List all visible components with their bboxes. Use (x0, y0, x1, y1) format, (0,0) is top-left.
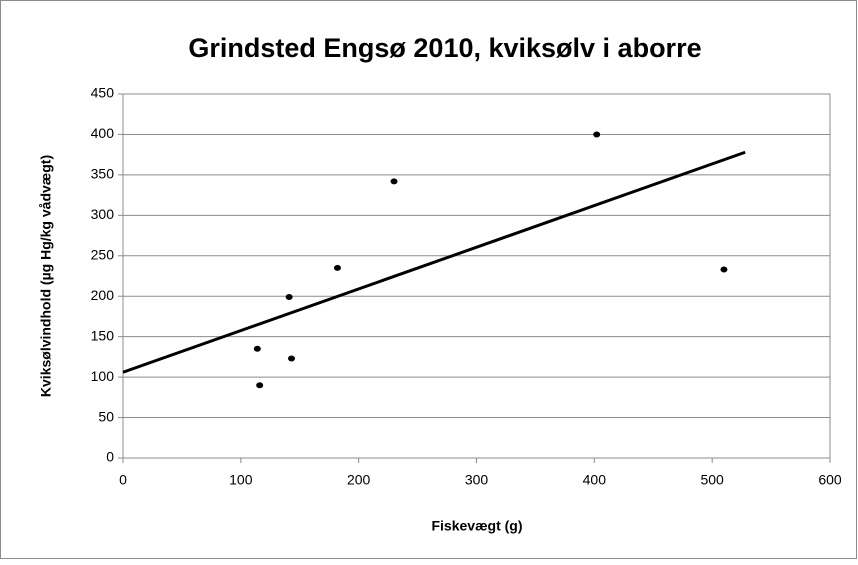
y-axis-label: Kviksølvindhold (µg Hg/kg vådvægt) (38, 155, 54, 397)
x-axis-label: Fiskevægt (g) (431, 518, 522, 534)
x-tick-label: 400 (583, 472, 607, 488)
x-tick-label: 500 (700, 472, 724, 488)
x-tick-label: 300 (465, 472, 489, 488)
data-point (720, 266, 728, 273)
trendline (122, 150, 746, 374)
plot-area (122, 93, 831, 459)
x-tick-label: 100 (229, 472, 253, 488)
x-tick-label: 0 (119, 472, 127, 488)
data-point (333, 264, 341, 271)
y-tick-label: 200 (91, 287, 115, 303)
data-point (288, 355, 296, 362)
y-tick-label: 0 (106, 449, 114, 465)
x-tick-label: 200 (347, 472, 371, 488)
data-point (256, 382, 264, 389)
data-point (390, 178, 398, 185)
y-tick-label: 50 (98, 408, 114, 424)
y-tick-label: 250 (91, 246, 115, 262)
chart-title: Grindsted Engsø 2010, kviksølv i aborre (188, 33, 701, 63)
y-tick-label: 450 (91, 85, 115, 101)
y-tick-label: 150 (91, 327, 115, 343)
data-point (253, 345, 261, 352)
y-tick-label: 100 (91, 368, 115, 384)
y-tick-label: 350 (91, 166, 115, 182)
data-point (593, 131, 601, 138)
y-tick-label: 300 (91, 206, 115, 222)
x-tick-label: 600 (818, 472, 842, 488)
y-tick-label: 400 (91, 125, 115, 141)
data-point (285, 294, 293, 301)
